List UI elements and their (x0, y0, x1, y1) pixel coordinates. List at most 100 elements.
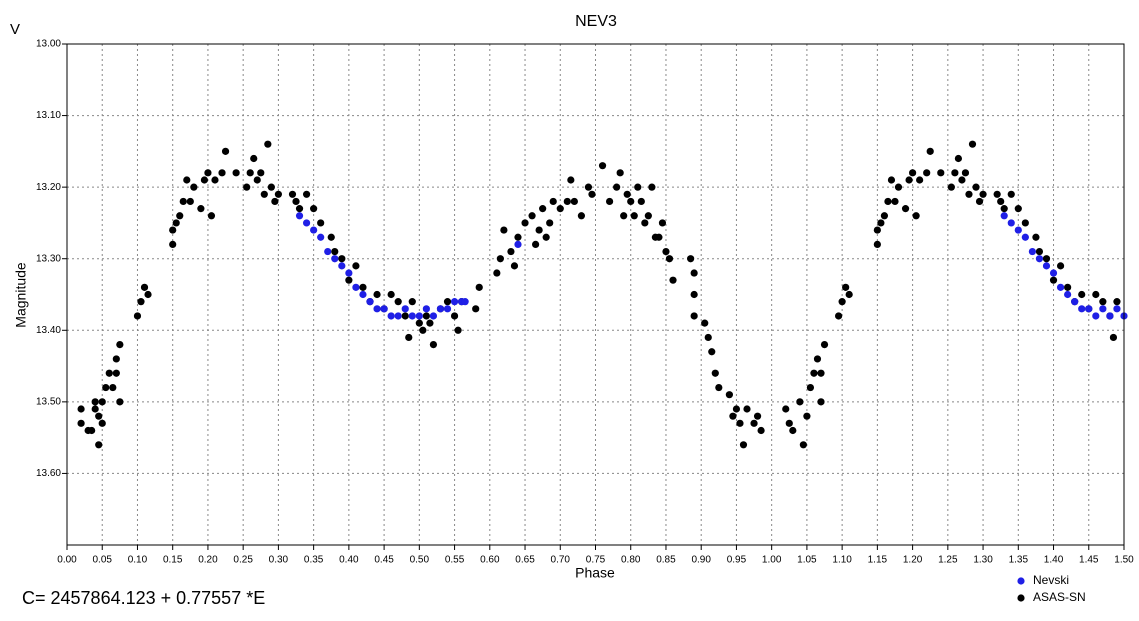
data-point (1106, 312, 1114, 320)
data-point (630, 212, 638, 220)
y-axis-label: Magnitude (13, 262, 29, 328)
data-point (1014, 226, 1022, 234)
x-tick-label: 1.20 (903, 555, 923, 566)
data-point (634, 183, 642, 191)
data-point (951, 169, 959, 177)
x-tick-label: 0.55 (445, 555, 465, 566)
data-point (338, 262, 346, 270)
data-point (493, 269, 501, 277)
data-point (799, 441, 807, 449)
data-point (817, 369, 825, 377)
data-point (958, 176, 966, 184)
data-point (1113, 305, 1121, 313)
data-point (616, 169, 624, 177)
data-point (923, 169, 931, 177)
data-point (204, 169, 212, 177)
data-point (620, 212, 628, 220)
data-point (909, 169, 917, 177)
data-point (422, 312, 430, 320)
data-point (669, 276, 677, 284)
data-point (475, 283, 483, 291)
data-point (514, 240, 522, 248)
plot-frame (66, 43, 1125, 546)
data-point (1092, 312, 1100, 320)
x-tick-label: 0.60 (480, 555, 500, 566)
x-tick-label: 0.15 (163, 555, 183, 566)
data-point (1056, 283, 1065, 291)
data-point (137, 298, 145, 306)
data-point (317, 233, 325, 241)
y-tick-label: 13.00 (36, 39, 61, 50)
data-point (426, 319, 434, 327)
data-point (877, 219, 885, 227)
data-point (1042, 262, 1051, 270)
x-tick-label: 1.35 (1009, 555, 1029, 566)
x-tick-label: 0.85 (656, 555, 676, 566)
data-point (845, 290, 853, 299)
data-point (665, 255, 674, 263)
data-point (415, 312, 423, 320)
data-point (310, 205, 318, 213)
data-point (1049, 276, 1058, 284)
data-point (436, 305, 445, 313)
data-point (197, 205, 205, 213)
data-point (105, 369, 113, 377)
x-tick-label: 1.50 (1114, 555, 1134, 566)
data-point (725, 391, 733, 399)
data-point (729, 412, 737, 420)
data-point (627, 197, 635, 206)
x-tick-label: 0.40 (339, 555, 359, 566)
data-point (1064, 290, 1072, 299)
data-point (207, 212, 216, 220)
data-point (345, 269, 353, 277)
data-point (972, 183, 980, 191)
data-point (690, 269, 698, 277)
x-tick-label: 0.80 (621, 555, 641, 566)
data-point (450, 298, 459, 306)
data-point (926, 147, 934, 155)
data-point (1021, 219, 1029, 227)
data-point (753, 412, 762, 420)
legend-label: Nevski (1033, 573, 1069, 587)
data-point (658, 219, 667, 227)
data-point (112, 369, 120, 377)
data-point (112, 355, 120, 363)
data-point (514, 233, 522, 241)
data-point (408, 312, 416, 320)
data-point (1021, 233, 1029, 241)
data-point (598, 162, 607, 170)
data-point (891, 197, 899, 206)
data-point (429, 341, 438, 349)
data-point (1028, 247, 1036, 256)
data-point (916, 176, 924, 184)
data-point (563, 197, 571, 206)
data-point (246, 169, 254, 177)
data-point (274, 190, 282, 198)
x-tick-label: 1.00 (762, 555, 782, 566)
data-point (77, 419, 85, 427)
data-point (419, 326, 427, 334)
data-point (288, 190, 297, 198)
data-point (648, 183, 656, 191)
x-tick-label: 0.35 (304, 555, 324, 566)
data-point (577, 212, 586, 220)
data-point (408, 298, 416, 306)
data-point (584, 183, 593, 191)
data-point (302, 219, 311, 227)
data-point (116, 398, 124, 406)
data-point (1049, 269, 1058, 277)
legend-marker (1017, 577, 1025, 585)
data-point (613, 183, 621, 191)
data-point (887, 176, 896, 184)
x-tick-label: 1.10 (832, 555, 852, 566)
data-point (267, 183, 275, 191)
data-point (739, 441, 748, 449)
data-point (789, 426, 797, 435)
data-point (345, 276, 353, 284)
data-point (366, 298, 374, 306)
data-point (539, 205, 547, 213)
x-tick-label: 1.30 (973, 555, 993, 566)
points (77, 140, 1128, 449)
